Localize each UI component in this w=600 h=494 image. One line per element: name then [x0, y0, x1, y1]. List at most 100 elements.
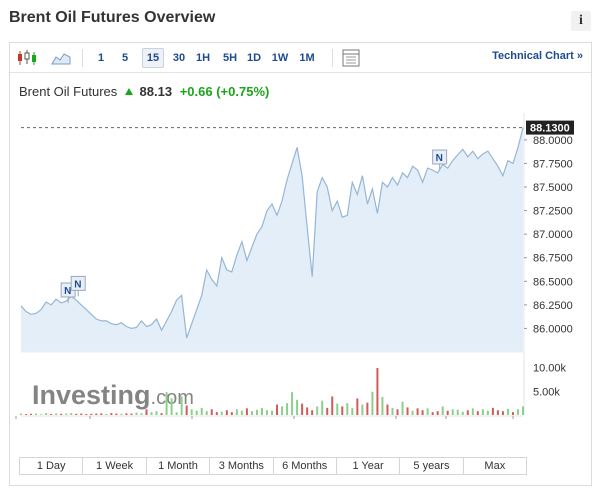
interval-button-1h[interactable]: 1H	[195, 52, 211, 64]
volume-bar	[326, 407, 329, 415]
news-flag-box	[432, 149, 448, 165]
interval-button-1[interactable]: 1	[97, 52, 105, 64]
volume-bar	[486, 410, 489, 415]
volume-bar	[215, 412, 218, 415]
current-price-label: 88.1300	[530, 123, 570, 135]
price-change: +0.66	[179, 84, 213, 99]
volume-bar	[426, 408, 429, 415]
interval-button-1m[interactable]: 1M	[299, 52, 315, 64]
price-tick-label: 87.5000	[533, 182, 573, 194]
toolbar-divider	[332, 49, 333, 67]
volume-bar	[336, 403, 339, 415]
volume-bar	[401, 401, 404, 415]
quote-line: Brent Oil Futures 88.13 +0.66 (+0.75%)	[19, 84, 269, 99]
volume-bar	[346, 403, 349, 415]
volume-bar	[155, 411, 158, 415]
interval-button-5[interactable]: 5	[121, 52, 129, 64]
volume-bar	[220, 411, 223, 415]
volume-bar	[65, 413, 68, 415]
volume-bar	[180, 396, 183, 415]
range-button-1-year[interactable]: 1 Year	[337, 458, 401, 474]
volume-bar	[376, 367, 379, 415]
volume-bar	[205, 411, 208, 415]
volume-bar	[160, 413, 163, 415]
volume-bar	[436, 411, 439, 415]
range-button-1-week[interactable]: 1 Week	[83, 458, 147, 474]
price-chart[interactable]: Investing.com 88.0000 87.7500 87.5000 87.250…	[10, 113, 591, 433]
volume-bar	[516, 409, 519, 415]
volume-tick-label: 10.00k	[533, 363, 567, 375]
volume-bar	[451, 409, 454, 415]
volume-bar	[115, 413, 118, 415]
volume-bar	[366, 402, 369, 415]
volume-bar	[296, 399, 299, 415]
news-flag-label: N	[436, 153, 443, 164]
volume-bar	[411, 410, 414, 415]
interval-button-1d[interactable]: 1D	[246, 52, 262, 64]
volume-bar	[316, 406, 319, 415]
volume-bar	[185, 405, 188, 415]
price-tick-label: 86.0000	[533, 323, 573, 335]
price-tick-label: 87.0000	[533, 229, 573, 241]
volume-bar	[291, 392, 294, 415]
price-tick-label: 86.2500	[533, 300, 573, 312]
volume-bar	[35, 413, 38, 415]
volume-bar	[50, 414, 53, 415]
current-price-badge	[526, 120, 574, 135]
info-button[interactable]: i	[571, 11, 591, 31]
volume-bar	[230, 412, 233, 415]
volume-bar	[110, 413, 113, 415]
volume-bar	[431, 412, 434, 415]
up-arrow-icon	[124, 88, 133, 95]
candlestick-chart-icon[interactable]	[16, 48, 38, 68]
last-price: 88.13	[139, 84, 173, 99]
range-button-5-years[interactable]: 5 years	[400, 458, 464, 474]
volume-bar	[95, 413, 98, 415]
volume-bar	[522, 406, 524, 415]
chart-widget: 1 5 15 30 1H 5H 1D 1W 1M Technical Chart » Brent…	[9, 42, 592, 486]
volume-bar	[511, 412, 514, 415]
volume-bar	[170, 398, 173, 415]
volume-bar	[140, 413, 143, 415]
price-tick-label: 86.5000	[533, 276, 573, 288]
volume-bar	[120, 413, 123, 415]
volume-bar	[45, 413, 48, 415]
volume-bar	[210, 409, 213, 415]
volume-bar	[175, 412, 178, 415]
range-button-1-day[interactable]: 1 Day	[20, 458, 84, 474]
volume-bar	[331, 396, 334, 415]
volume-bar	[165, 392, 168, 415]
volume-bar	[466, 410, 469, 415]
volume-bar	[441, 406, 444, 415]
volume-bar	[446, 410, 449, 415]
volume-bar	[361, 404, 364, 415]
volume-bar	[491, 407, 494, 415]
widget-header: Brent Oil Futures Overview i	[9, 9, 591, 31]
technical-chart-link[interactable]: Technical Chart »	[492, 50, 583, 62]
range-button-6-months[interactable]: 6 Months	[274, 458, 337, 474]
volume-bar	[125, 413, 128, 415]
range-button-max[interactable]: Max	[484, 460, 506, 472]
news-flag-label: N	[74, 279, 81, 290]
volume-bar	[371, 391, 374, 415]
interval-button-1w[interactable]: 1W	[271, 52, 289, 64]
volume-bar	[301, 403, 304, 415]
investing-watermark-logo: Investing.com	[32, 380, 194, 410]
volume-bar	[235, 409, 238, 415]
range-button-3-months[interactable]: 3 Months	[210, 458, 274, 474]
volume-bar	[70, 413, 73, 415]
interval-button-5h[interactable]: 5H	[222, 52, 238, 64]
volume-bar	[286, 403, 289, 415]
range-selector: 1 Day 1 Week 1 Month 3 Months 6 Months 1 Year…	[19, 457, 527, 475]
interval-button-30[interactable]: 30	[172, 52, 186, 64]
volume-bar	[240, 410, 243, 415]
volume-tick-label: 5.00k	[533, 386, 560, 398]
volume-bar	[75, 413, 78, 415]
area-chart-icon[interactable]	[50, 48, 72, 68]
volume-bar	[501, 411, 504, 415]
interval-button-15[interactable]: 15	[142, 48, 164, 68]
price-area	[21, 127, 523, 352]
table-view-icon[interactable]	[340, 48, 362, 68]
volume-bar	[250, 411, 253, 415]
range-button-1-month[interactable]: 1 Month	[147, 458, 211, 474]
